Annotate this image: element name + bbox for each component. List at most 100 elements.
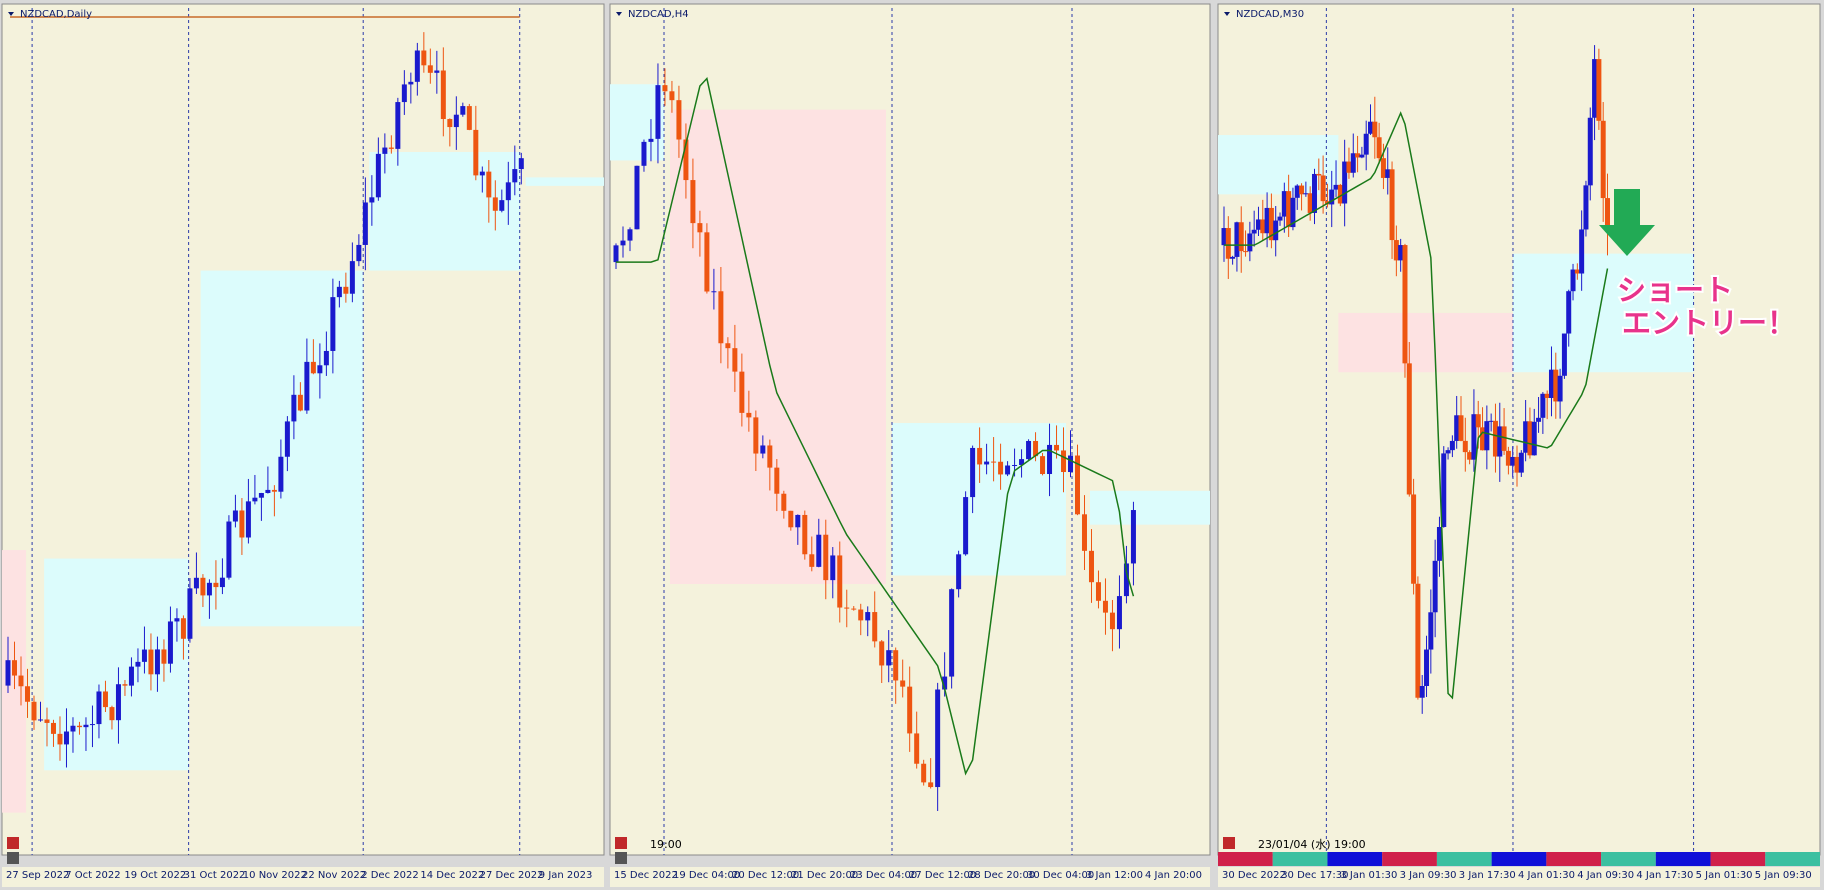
zone-box (892, 423, 1066, 576)
candle-body (844, 607, 850, 609)
chart-title: NZDCAD,M30 (1236, 9, 1304, 20)
candle-body (1005, 465, 1011, 475)
candle-body (1247, 233, 1253, 252)
candle-body (206, 582, 212, 596)
candle-body (935, 689, 941, 788)
panel-icon (615, 837, 627, 849)
candle-body (1596, 59, 1602, 121)
candle-body (1480, 427, 1486, 451)
candle-body (1505, 450, 1511, 466)
session-bar (1765, 852, 1820, 866)
candle-body (1449, 440, 1455, 451)
x-tick-label: 4 Jan 09:30 (1577, 870, 1634, 881)
candle-body (760, 445, 766, 454)
candle-body (1561, 333, 1567, 376)
candle-body (746, 412, 752, 418)
candle-body (161, 649, 167, 664)
candle-body (70, 725, 76, 732)
chart-title: NZDCAD,Daily (20, 9, 92, 20)
candle-body (466, 106, 472, 130)
candle-body (1389, 169, 1395, 241)
candle-body (1026, 440, 1032, 460)
candle-body (1419, 686, 1425, 698)
x-tick-label: 9 Jan 2023 (539, 870, 593, 881)
candle-body (258, 492, 264, 498)
candle-body (382, 147, 388, 154)
candle-body (271, 489, 277, 492)
candle-body (180, 618, 186, 639)
candle-body (634, 165, 640, 230)
candle-body (479, 171, 485, 176)
panel-icon (7, 852, 19, 864)
entry-arrow (1599, 189, 1655, 256)
candle-body (24, 686, 30, 702)
zone-box (200, 270, 364, 627)
candle-body (620, 240, 626, 246)
candle-body (1255, 219, 1261, 230)
candle-body (1372, 121, 1378, 138)
candle-body (219, 577, 225, 588)
candle-body (1033, 440, 1039, 457)
candle-body (1514, 456, 1520, 473)
candle-body (369, 197, 375, 203)
x-tick-label: 19 Dec 04:00 (673, 870, 740, 881)
x-tick-label: 27 Dec 2022 (480, 870, 544, 881)
candle-body (1415, 583, 1421, 698)
candle-body (774, 467, 780, 494)
candle-body (928, 782, 934, 788)
candle-body (1458, 415, 1464, 441)
candle-body (518, 158, 524, 170)
zone-box (1218, 135, 1339, 195)
x-tick-label: 27 Dec 12:00 (909, 870, 976, 881)
title-arrow (1224, 12, 1230, 16)
candle-body (440, 70, 446, 120)
x-tick-label: 4 Jan 01:30 (1518, 870, 1575, 881)
candle-body (1075, 455, 1081, 515)
candle-body (11, 660, 17, 676)
x-tick-label: 28 Dec 20:00 (968, 870, 1035, 881)
candle-body (89, 724, 95, 726)
candle-body (1307, 193, 1313, 213)
candle-body (1380, 158, 1386, 178)
x-tick-label: 30 Dec 04:00 (1027, 870, 1094, 881)
candle-body (669, 91, 675, 101)
candle-body (336, 286, 342, 298)
session-bar (1436, 852, 1492, 866)
candle-body (963, 497, 969, 555)
candle-body (1402, 245, 1408, 364)
title-arrow (616, 12, 622, 16)
candle-body (704, 232, 710, 292)
candle-body (1109, 612, 1115, 630)
candle-body (1095, 582, 1101, 601)
candle-body (226, 521, 232, 578)
candle-body (1518, 452, 1524, 473)
candle-body (343, 286, 349, 294)
session-bar (1382, 852, 1437, 866)
candle-body (1583, 185, 1589, 230)
zone-box (1090, 490, 1210, 525)
candle-body (193, 577, 199, 589)
candle-body (1047, 444, 1053, 475)
candle-body (1548, 369, 1554, 398)
x-tick-label: 3 Jan 01:30 (1340, 870, 1397, 881)
x-tick-label: 7 Oct 2022 (65, 870, 120, 881)
candle-body (921, 763, 927, 783)
candle-body (265, 489, 271, 493)
candle-body (278, 456, 284, 492)
candle-body (1123, 563, 1129, 597)
candle-body (473, 129, 479, 176)
session-bar (1655, 852, 1711, 866)
candle-body (349, 261, 355, 294)
candle-body (942, 676, 948, 690)
candle-body (914, 733, 920, 764)
time-label: 23/01/04 (水) 19:00 (1258, 838, 1366, 851)
candle-body (718, 291, 724, 344)
candle-body (641, 141, 647, 166)
annotation-line: ショート (1617, 273, 1733, 307)
candle-body (1346, 161, 1352, 173)
candle-body (655, 85, 661, 139)
zone-box (670, 109, 886, 584)
x-tick-label: 14 Dec 2022 (420, 870, 484, 881)
